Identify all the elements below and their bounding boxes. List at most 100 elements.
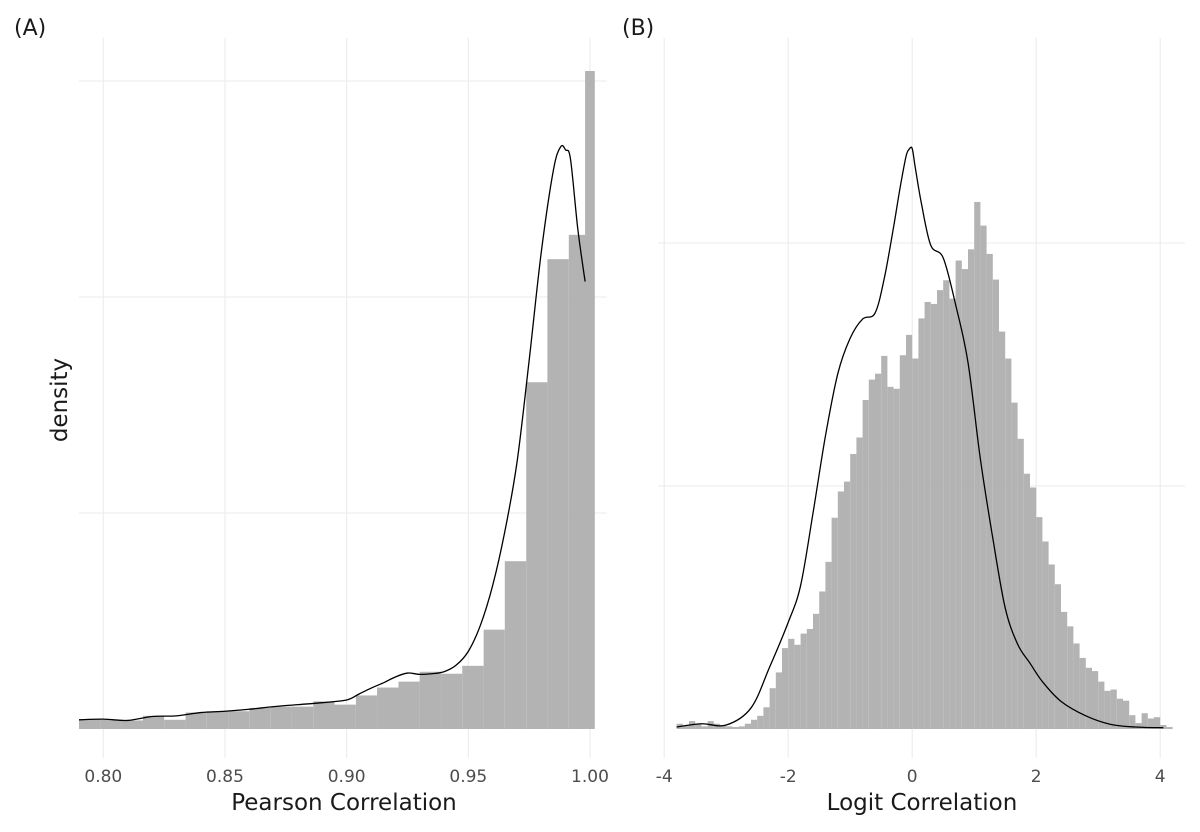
histogram-bar <box>831 517 838 729</box>
histogram-bar <box>955 260 962 729</box>
histogram-bar <box>999 331 1006 729</box>
histogram-bar <box>856 437 863 729</box>
histogram-bar <box>806 628 813 729</box>
histogram-bar <box>825 561 832 729</box>
histogram-bar <box>788 638 795 729</box>
histogram-bar <box>483 629 505 729</box>
panel-b-histogram <box>676 201 1173 730</box>
histogram-bar <box>1160 725 1167 729</box>
x-tick-label: 0 <box>907 767 918 787</box>
histogram-bar <box>1023 473 1030 729</box>
panel-a-grid <box>79 38 607 758</box>
panel-a-tag: (A) <box>14 16 46 41</box>
histogram-bar <box>782 648 789 729</box>
histogram-bar <box>968 249 975 729</box>
histogram-bar <box>1073 643 1080 729</box>
histogram-bar <box>228 711 250 729</box>
histogram-bar <box>585 71 595 729</box>
histogram-bar <box>974 201 981 729</box>
histogram-bar <box>568 234 590 729</box>
histogram-bar <box>1098 681 1105 729</box>
histogram-bar <box>313 701 335 729</box>
histogram-bar <box>751 719 758 729</box>
x-tick-label: 0.85 <box>206 767 244 787</box>
histogram-bar <box>334 704 356 729</box>
histogram-bar <box>419 671 442 729</box>
histogram-bar <box>185 712 207 729</box>
x-tick-label: 1.00 <box>571 767 609 787</box>
histogram-bar <box>682 725 689 729</box>
x-tick-label: 0.95 <box>449 767 487 787</box>
panel-a-x-tick-labels: 0.80 0.85 0.90 0.95 1.00 <box>84 767 608 787</box>
histogram-bar <box>881 355 888 729</box>
histogram-bar <box>875 373 882 729</box>
histogram-bar <box>79 719 101 729</box>
histogram-bar <box>769 688 776 729</box>
histogram-bar <box>775 672 782 729</box>
histogram-bar <box>1036 517 1043 729</box>
panel-b-density-curve <box>676 146 1164 729</box>
histogram-bar <box>862 400 869 729</box>
histogram-bar <box>893 388 900 729</box>
histogram-bar <box>1061 611 1068 729</box>
histogram-bar <box>1135 723 1142 729</box>
histogram-bar <box>992 279 999 729</box>
histogram-bar <box>850 453 857 729</box>
histogram-bar <box>738 726 745 729</box>
histogram-bar <box>899 355 906 729</box>
histogram-bar <box>1030 487 1037 729</box>
histogram-bar <box>1048 564 1055 729</box>
histogram-bar <box>291 706 314 729</box>
histogram-bar <box>868 379 875 729</box>
histogram-bar <box>943 280 950 729</box>
histogram-bar <box>844 481 851 729</box>
histogram-bar <box>757 715 764 729</box>
histogram-bar <box>1116 698 1123 729</box>
histogram-bar <box>1067 626 1074 729</box>
panel-a-histogram <box>79 71 595 729</box>
histogram-bar <box>961 269 968 729</box>
histogram-bar <box>1129 715 1136 729</box>
histogram-bar <box>1104 690 1111 729</box>
histogram-bar <box>794 644 801 729</box>
histogram-bar <box>887 386 894 729</box>
histogram-bar <box>441 673 463 729</box>
histogram-bar <box>377 687 399 729</box>
panel-b-x-tick-labels: -4 -2 0 2 4 <box>656 767 1166 787</box>
histogram-bar <box>398 681 420 729</box>
histogram-bar <box>924 301 931 729</box>
histogram-bar <box>1110 689 1117 729</box>
histogram-bar <box>164 719 186 729</box>
histogram-bar <box>912 358 919 729</box>
histogram-bar <box>930 303 937 729</box>
x-tick-label: 0.90 <box>328 767 366 787</box>
histogram-bar <box>1011 402 1018 729</box>
histogram-bar <box>1166 727 1173 729</box>
histogram-bar <box>937 290 944 729</box>
histogram-bar <box>504 561 527 729</box>
histogram-bar <box>355 695 378 729</box>
histogram-bar <box>819 591 826 729</box>
histogram-bar <box>121 720 143 729</box>
y-axis-title: density <box>47 358 73 442</box>
histogram-bar <box>142 715 165 729</box>
histogram-bar <box>1079 657 1086 729</box>
histogram-bar <box>986 253 993 730</box>
histogram-bar <box>744 723 751 729</box>
histogram-bar <box>1085 667 1092 729</box>
histogram-bar <box>726 726 733 729</box>
histogram-bar <box>1017 438 1024 729</box>
histogram-bar <box>1092 671 1099 729</box>
histogram-bar <box>1054 584 1061 729</box>
x-tick-label: 4 <box>1155 767 1166 787</box>
histogram-bar <box>270 706 292 729</box>
histogram-bar <box>1147 718 1154 729</box>
histogram-bar <box>526 382 548 729</box>
histogram-bar <box>462 665 484 729</box>
histogram-bar <box>206 711 229 729</box>
histogram-bar <box>800 633 807 729</box>
panel-b: -4 -2 0 2 4 (B) Logit Correlation <box>622 16 1185 816</box>
x-tick-label: -2 <box>780 767 797 787</box>
histogram-bar <box>732 727 739 729</box>
